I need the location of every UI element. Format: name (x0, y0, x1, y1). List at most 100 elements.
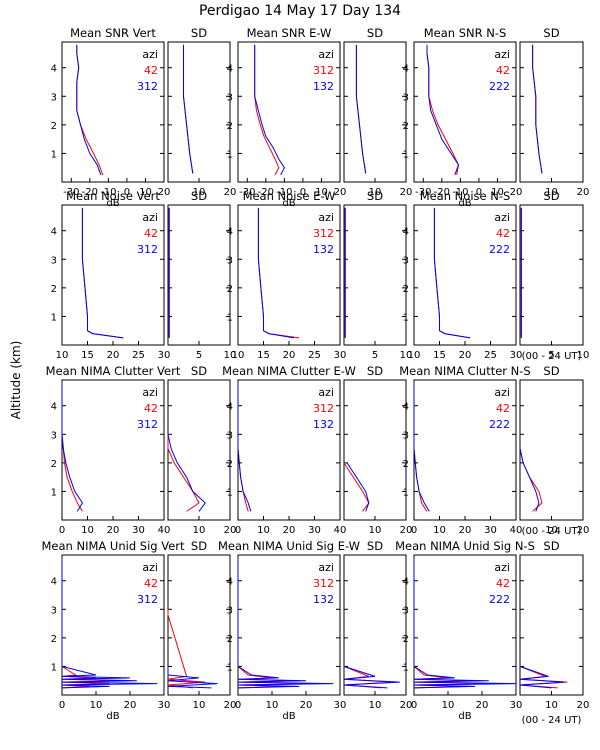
panel-title: SD (191, 539, 207, 553)
panel-frame (413, 41, 517, 183)
y-tick-label: 4 (227, 64, 233, 75)
series-line (237, 382, 252, 512)
x-tick-label: 10 (545, 187, 558, 198)
legend-header: azi (318, 211, 334, 224)
panel-frame (519, 379, 584, 521)
panel-2-5: SD 10 20 (519, 364, 589, 536)
panel-frame (519, 204, 584, 346)
y-tick-label: 3 (403, 255, 409, 266)
panel-title: SD (367, 26, 383, 40)
series-line (413, 382, 430, 512)
y-tick-label: 3 (227, 92, 233, 103)
x-tick-label: 10 (315, 187, 328, 198)
y-tick-label: 2 (227, 634, 233, 645)
x-tick-label: 5 (548, 350, 554, 361)
x-tick-label: 0 (411, 525, 417, 536)
x-tick-label: 20 (107, 525, 120, 536)
series-line (257, 207, 300, 339)
y-tick-label: 2 (51, 634, 57, 645)
y-tick-label: 4 (51, 402, 57, 413)
panel-title: SD (191, 26, 207, 40)
x-tick-label: -10 (100, 187, 116, 198)
panel-title: Mean NIMA Clutter E-W (222, 364, 356, 378)
y-tick-label: 2 (403, 121, 409, 132)
series-line (355, 44, 367, 174)
x-tick-label: 10 (139, 187, 152, 198)
legend-red-azimuth: 42 (496, 577, 510, 590)
panel-2-1: SD 10 20 (167, 364, 236, 536)
x-tick-label: 20 (459, 350, 472, 361)
series-line (257, 207, 295, 339)
x-tick-label: 10 (442, 700, 455, 711)
panel-frame (413, 379, 517, 521)
x-tick-label: 10 (224, 350, 237, 361)
x-tick-label: 20 (224, 700, 237, 711)
series-line (81, 207, 124, 339)
panel-frame (237, 41, 341, 183)
panel-1-4: Mean Noise N-S 1 2 3 4 10 15 20 25 30 azi 42 222 (403, 189, 523, 361)
x-tick-label: -30 (415, 187, 431, 198)
legend-red-azimuth: 42 (144, 64, 158, 77)
x-tick-label: 25 (132, 350, 145, 361)
y-tick-label: 2 (227, 121, 233, 132)
legend-blue-azimuth: 222 (489, 418, 510, 431)
series-line (433, 207, 471, 339)
y-tick-label: 3 (403, 92, 409, 103)
panel-3-1: SD 10 20 (167, 539, 237, 711)
panel-0-0: Mean SNR Vert 1 2 3 4 -30 -20 -10 0 10 20 dB azi 42 31… (51, 26, 171, 209)
series-line (237, 557, 334, 689)
panel-frame (237, 379, 341, 521)
series-line (61, 382, 83, 512)
panel-title: Mean Noise Vert (66, 189, 160, 203)
x-tick-label: 20 (400, 525, 413, 536)
series-line (426, 44, 460, 175)
panel-frame (343, 204, 407, 346)
series-line (61, 557, 158, 689)
y-tick-label: 1 (51, 662, 57, 673)
legend-blue-azimuth: 312 (137, 593, 158, 606)
panel-3-4: Mean NIMA Unid Sig N-S 1 2 3 4 0 10 20 30 dB azi 42… (395, 539, 535, 722)
x-tick-label: 40 (334, 525, 347, 536)
legend-header: azi (494, 211, 510, 224)
panel-0-3: SD 10 20 (343, 26, 412, 198)
legend-red-azimuth: 42 (496, 227, 510, 240)
panel-frame (61, 204, 165, 346)
y-tick-label: 4 (403, 227, 409, 238)
y-tick-label: 1 (51, 487, 57, 498)
x-tick-label: 10 (81, 525, 94, 536)
panel-title: SD (191, 189, 207, 203)
panel-frame (61, 554, 165, 696)
x-tick-label: 10 (577, 350, 590, 361)
legend-red-azimuth: 312 (313, 402, 334, 415)
y-tick-label: 3 (51, 92, 57, 103)
x-tick-label: 20 (510, 187, 523, 198)
legend-red-azimuth: 42 (144, 227, 158, 240)
x-tick-label: 10 (90, 700, 103, 711)
panel-0-5: SD 10 20 (519, 26, 589, 198)
x-tick-label: -20 (258, 187, 274, 198)
x-tick-label: 0 (235, 700, 241, 711)
y-tick-label: 2 (403, 284, 409, 295)
panel-frame (167, 554, 231, 696)
series-line (76, 44, 102, 176)
x-tick-label: 20 (107, 350, 120, 361)
y-tick-label: 4 (227, 227, 233, 238)
x-axis-label: dB (458, 198, 471, 209)
legend-red-azimuth: 42 (144, 577, 158, 590)
x-tick-label: 10 (369, 187, 382, 198)
panel-frame (61, 379, 165, 521)
panel-1-2: Mean Noise E-W 1 2 3 4 10 15 20 25 30 azi 312 132 (227, 189, 347, 361)
x-tick-label: 15 (81, 350, 94, 361)
x-tick-label: -10 (276, 187, 292, 198)
x-axis-label: dB (282, 198, 295, 209)
y-tick-label: 3 (227, 255, 233, 266)
x-tick-label: 10 (369, 700, 382, 711)
x-tick-label: 30 (334, 350, 347, 361)
y-tick-label: 4 (403, 402, 409, 413)
x-tick-label: 30 (158, 350, 171, 361)
legend-red-azimuth: 312 (313, 64, 334, 77)
utc-range-note: (00 - 24 UT) (522, 715, 582, 726)
series-line (81, 207, 124, 339)
x-tick-label: 30 (334, 700, 347, 711)
